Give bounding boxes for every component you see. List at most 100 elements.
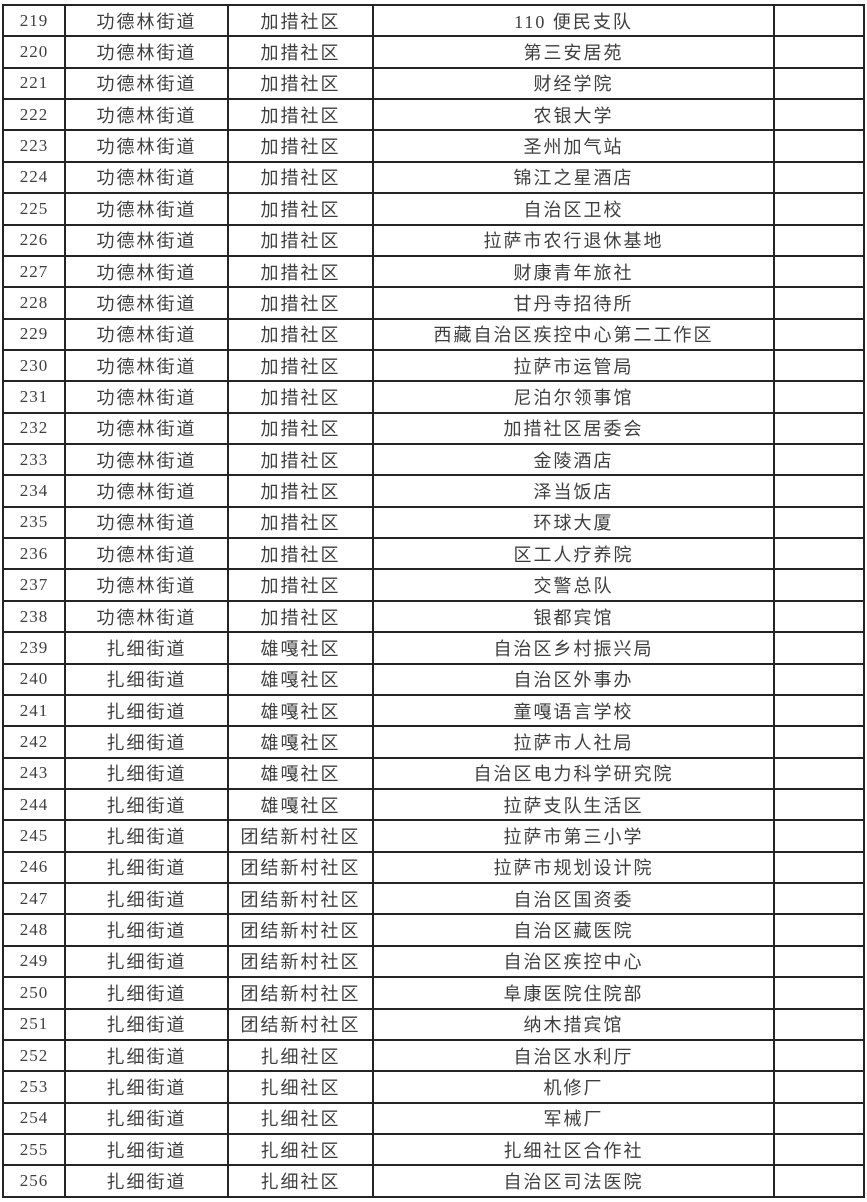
note-cell bbox=[773, 348, 865, 383]
community-cell: 扎细社区 bbox=[227, 1070, 374, 1104]
place-name-cell: 农银大学 bbox=[372, 98, 775, 132]
street-cell: 扎细街道 bbox=[64, 976, 229, 1010]
community-cell: 雄嘎社区 bbox=[227, 756, 374, 790]
place-name-cell: 拉萨市规划设计院 bbox=[372, 850, 775, 885]
table-row: 245 扎细街道 团结新村社区 拉萨市第三小学 bbox=[2, 819, 865, 853]
place-name-cell: 军械厂 bbox=[372, 1101, 775, 1135]
row-number-cell: 252 bbox=[2, 1038, 66, 1073]
community-cell: 加措社区 bbox=[227, 223, 374, 257]
street-cell: 扎细街道 bbox=[64, 787, 229, 822]
row-number-cell: 250 bbox=[2, 976, 66, 1010]
community-cell: 加措社区 bbox=[227, 286, 374, 320]
community-cell: 团结新村社区 bbox=[227, 913, 374, 947]
street-cell: 扎细街道 bbox=[64, 882, 229, 916]
community-cell: 团结新村社区 bbox=[227, 944, 374, 979]
street-cell: 功德林街道 bbox=[64, 505, 229, 540]
table-row: 244 扎细街道 雄嘎社区 拉萨支队生活区 bbox=[2, 787, 865, 822]
community-cell: 加措社区 bbox=[227, 411, 374, 446]
row-number-cell: 249 bbox=[2, 944, 66, 979]
note-cell bbox=[773, 944, 865, 979]
table-row: 229 功德林街道 加措社区 西藏自治区疾控中心第二工作区 bbox=[2, 317, 865, 351]
place-name-cell: 财康青年旅社 bbox=[372, 254, 775, 289]
row-number-cell: 245 bbox=[2, 819, 66, 853]
street-cell: 功德林街道 bbox=[64, 474, 229, 508]
note-cell bbox=[773, 1132, 865, 1167]
street-cell: 扎细街道 bbox=[64, 631, 229, 665]
community-cell: 加措社区 bbox=[227, 129, 374, 163]
community-cell: 加措社区 bbox=[227, 160, 374, 195]
community-cell: 雄嘎社区 bbox=[227, 631, 374, 665]
place-name-cell: 自治区电力科学研究院 bbox=[372, 756, 775, 790]
street-cell: 功德林街道 bbox=[64, 317, 229, 351]
street-cell: 功德林街道 bbox=[64, 443, 229, 477]
street-cell: 扎细街道 bbox=[64, 756, 229, 790]
note-cell bbox=[773, 443, 865, 477]
place-name-cell: 自治区国资委 bbox=[372, 882, 775, 916]
street-cell: 功德林街道 bbox=[64, 286, 229, 320]
place-name-cell: 泽当饭店 bbox=[372, 474, 775, 508]
community-cell: 扎细社区 bbox=[227, 1101, 374, 1135]
place-name-cell: 自治区乡村振兴局 bbox=[372, 631, 775, 665]
note-cell bbox=[773, 850, 865, 885]
row-number-cell: 226 bbox=[2, 223, 66, 257]
community-cell: 加措社区 bbox=[227, 568, 374, 602]
street-cell: 扎细街道 bbox=[64, 1132, 229, 1167]
place-name-cell: 交警总队 bbox=[372, 568, 775, 602]
row-number-cell: 240 bbox=[2, 662, 66, 696]
place-name-cell: 童嘎语言学校 bbox=[372, 693, 775, 728]
community-cell: 加措社区 bbox=[227, 192, 374, 226]
row-number-cell: 239 bbox=[2, 631, 66, 665]
street-cell: 功德林街道 bbox=[64, 380, 229, 414]
row-number-cell: 232 bbox=[2, 411, 66, 446]
place-name-cell: 自治区疾控中心 bbox=[372, 944, 775, 979]
note-cell bbox=[773, 35, 865, 69]
row-number-cell: 225 bbox=[2, 192, 66, 226]
street-cell: 扎细街道 bbox=[64, 1164, 229, 1198]
note-cell bbox=[773, 631, 865, 665]
table-row: 222 功德林街道 加措社区 农银大学 bbox=[2, 98, 865, 132]
community-cell: 团结新村社区 bbox=[227, 819, 374, 853]
community-cell: 加措社区 bbox=[227, 98, 374, 132]
table-row: 223 功德林街道 加措社区 圣州加气站 bbox=[2, 129, 865, 163]
table-row: 231 功德林街道 加措社区 尼泊尔领事馆 bbox=[2, 380, 865, 414]
note-cell bbox=[773, 725, 865, 759]
community-cell: 团结新村社区 bbox=[227, 976, 374, 1010]
row-number-cell: 220 bbox=[2, 35, 66, 69]
place-name-cell: 金陵酒店 bbox=[372, 443, 775, 477]
table-row: 235 功德林街道 加措社区 环球大厦 bbox=[2, 505, 865, 540]
row-number-cell: 255 bbox=[2, 1132, 66, 1167]
note-cell bbox=[773, 192, 865, 226]
table-row: 230 功德林街道 加措社区 拉萨市运管局 bbox=[2, 348, 865, 383]
place-name-cell: 拉萨市运管局 bbox=[372, 348, 775, 383]
note-cell bbox=[773, 882, 865, 916]
table-row: 224 功德林街道 加措社区 锦江之星酒店 bbox=[2, 160, 865, 195]
community-cell: 加措社区 bbox=[227, 35, 374, 69]
note-cell bbox=[773, 976, 865, 1010]
row-number-cell: 251 bbox=[2, 1007, 66, 1041]
place-name-cell: 自治区卫校 bbox=[372, 192, 775, 226]
table-row: 247 扎细街道 团结新村社区 自治区国资委 bbox=[2, 882, 865, 916]
note-cell bbox=[773, 3, 865, 38]
community-cell: 团结新村社区 bbox=[227, 1007, 374, 1041]
table-row: 251 扎细街道 团结新村社区 纳木措宾馆 bbox=[2, 1007, 865, 1041]
place-name-cell: 自治区藏医院 bbox=[372, 913, 775, 947]
row-number-cell: 247 bbox=[2, 882, 66, 916]
row-number-cell: 246 bbox=[2, 850, 66, 885]
row-number-cell: 221 bbox=[2, 66, 66, 101]
community-cell: 雄嘎社区 bbox=[227, 662, 374, 696]
table-row: 227 功德林街道 加措社区 财康青年旅社 bbox=[2, 254, 865, 289]
street-cell: 功德林街道 bbox=[64, 348, 229, 383]
place-name-cell: 拉萨市农行退休基地 bbox=[372, 223, 775, 257]
street-cell: 扎细街道 bbox=[64, 944, 229, 979]
row-number-cell: 227 bbox=[2, 254, 66, 289]
note-cell bbox=[773, 756, 865, 790]
row-number-cell: 242 bbox=[2, 725, 66, 759]
note-cell bbox=[773, 66, 865, 101]
street-cell: 功德林街道 bbox=[64, 192, 229, 226]
place-name-cell: 银都宾馆 bbox=[372, 599, 775, 634]
place-name-cell: 110 便民支队 bbox=[372, 3, 775, 38]
table-row: 232 功德林街道 加措社区 加措社区居委会 bbox=[2, 411, 865, 446]
table-row: 239 扎细街道 雄嘎社区 自治区乡村振兴局 bbox=[2, 631, 865, 665]
note-cell bbox=[773, 1007, 865, 1041]
